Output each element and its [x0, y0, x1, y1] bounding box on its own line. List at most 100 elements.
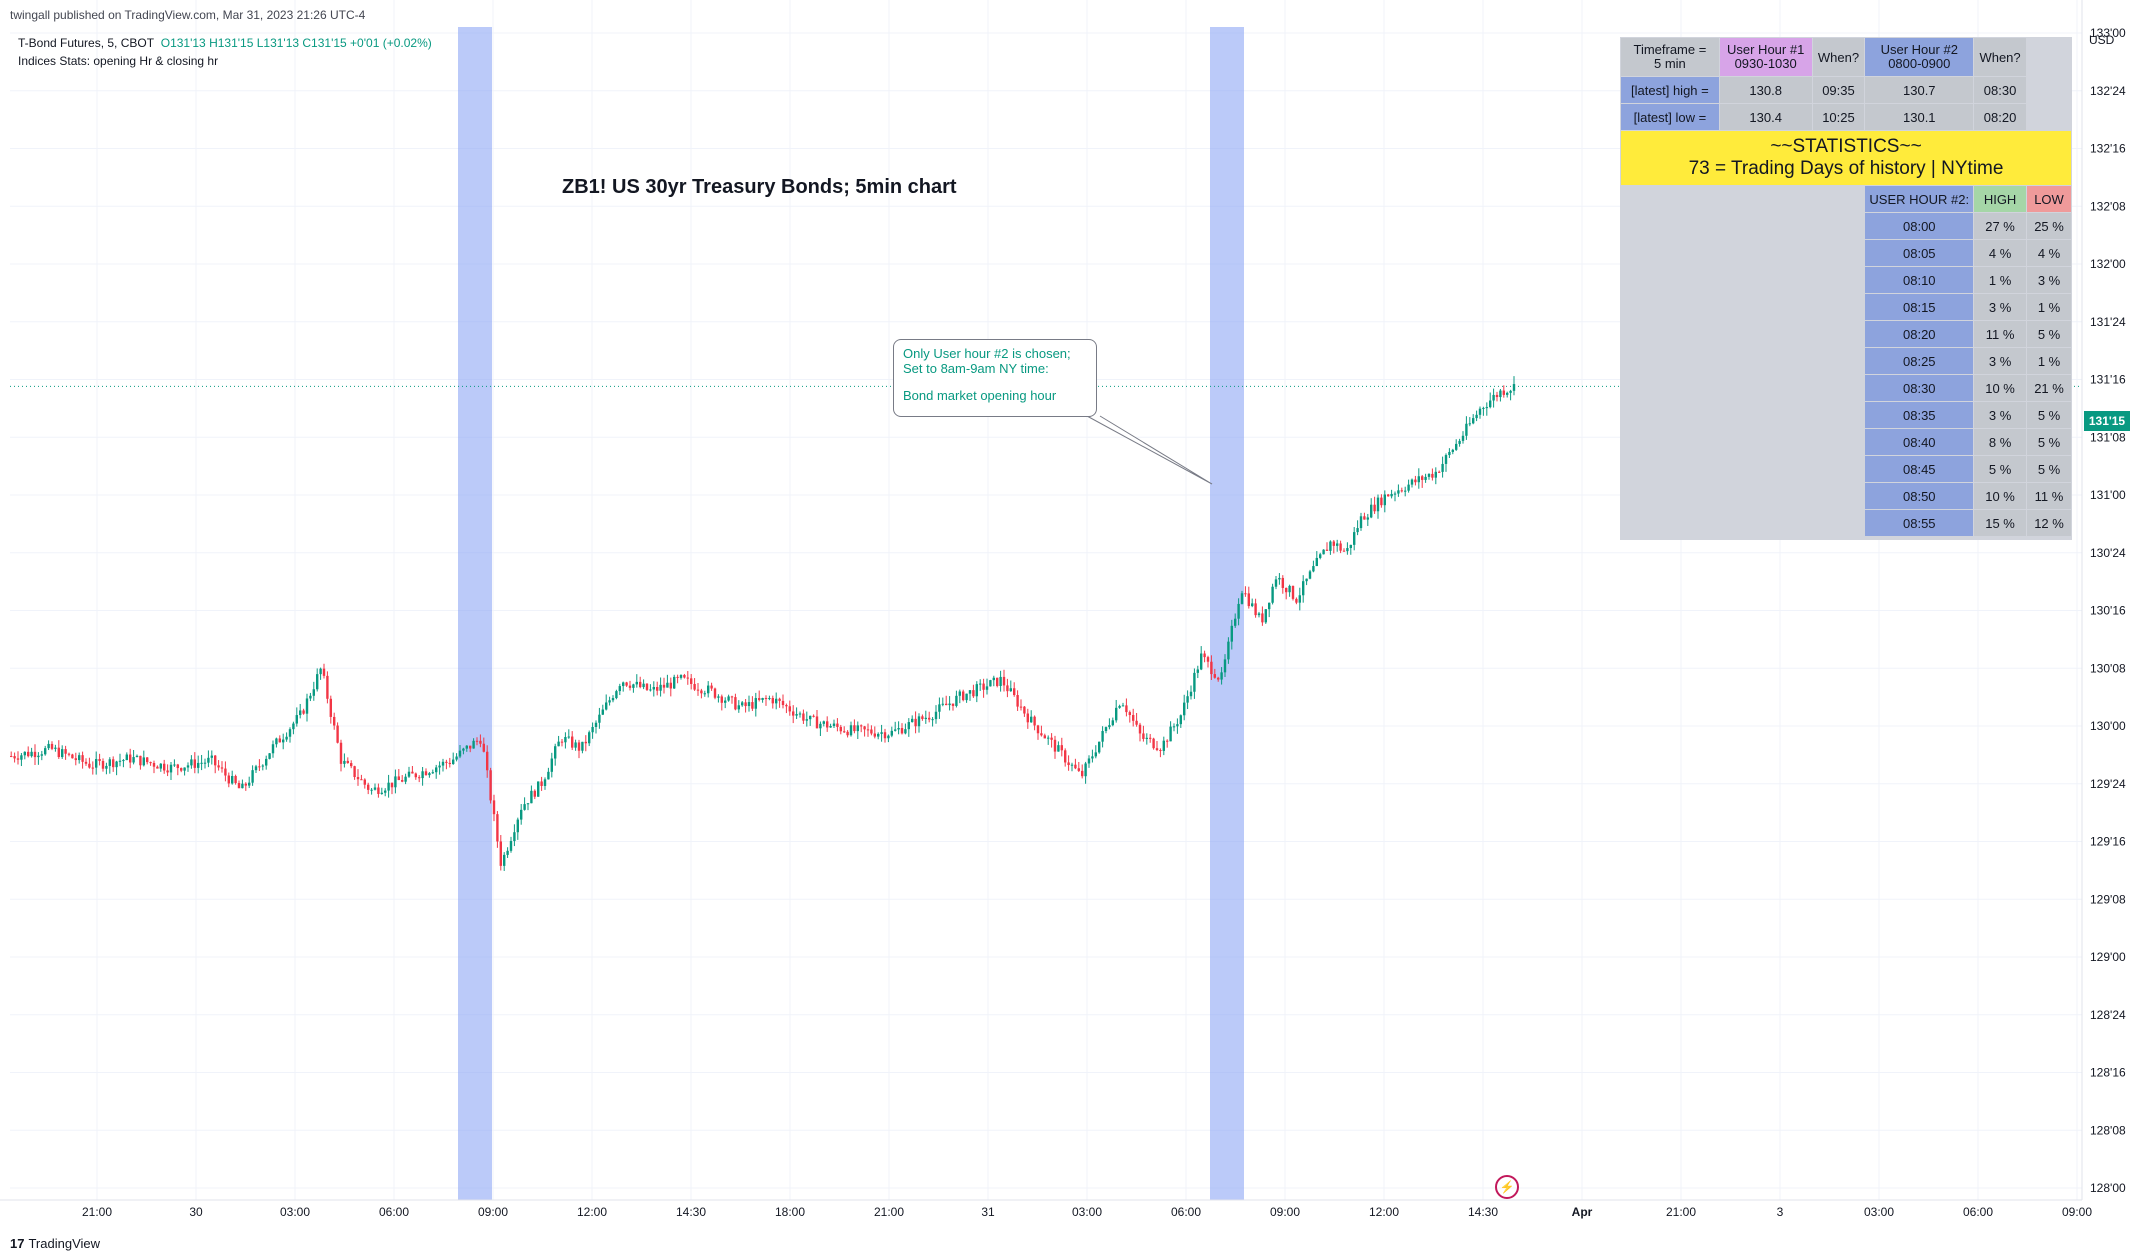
candle-body — [95, 758, 98, 768]
candle-body — [996, 677, 999, 686]
candle — [1091, 749, 1094, 763]
candle-body — [679, 675, 683, 678]
candle — [1104, 726, 1108, 734]
candle-body — [1312, 566, 1315, 572]
candle — [826, 716, 829, 732]
candle — [373, 783, 377, 791]
candle-body — [248, 782, 251, 786]
candle-body — [234, 776, 237, 784]
candle-body — [404, 776, 407, 782]
candle-body — [1074, 764, 1077, 769]
candle-body — [414, 773, 417, 778]
uh1-high-when: 09:35 — [1812, 77, 1865, 103]
price-axis[interactable]: 133'00 132'24 132'16 132'08 132'00 131'24 131'… — [2090, 26, 2126, 1195]
candle-body — [785, 705, 788, 707]
indicator-label[interactable]: Indices Stats: opening Hr & closing hr — [18, 54, 219, 68]
when-1-header: When? — [1812, 38, 1865, 76]
candle — [421, 767, 424, 786]
candle — [1322, 549, 1325, 555]
y-tick-label: 128'24 — [2090, 1008, 2126, 1022]
candle-body — [1461, 435, 1465, 441]
candle — [27, 746, 30, 758]
stats-row: 08:35 3 % 5 % — [1621, 402, 2071, 428]
candle-body — [883, 732, 887, 739]
candle — [1482, 406, 1485, 416]
candle — [190, 755, 193, 769]
candle-body — [1285, 587, 1288, 593]
candle — [516, 817, 519, 840]
candle-body — [1026, 713, 1029, 723]
candle-body — [203, 762, 207, 764]
candle — [275, 737, 278, 748]
candle — [1407, 479, 1410, 493]
candle-body — [928, 717, 931, 720]
candle-body — [999, 676, 1002, 686]
candle — [105, 762, 108, 775]
annotation-callout[interactable]: Only User hour #2 is chosen; Set to 8am-… — [893, 339, 1097, 417]
stats-table: Timeframe = 5 min User Hour #1 0930-1030… — [1620, 37, 2072, 540]
candle-body — [227, 775, 230, 784]
candle-body — [1322, 549, 1325, 555]
candle — [1152, 737, 1155, 750]
candle-body — [91, 767, 94, 769]
candle — [887, 734, 890, 743]
candle — [503, 852, 506, 871]
symbol-label[interactable]: T-Bond Futures, 5, CBOT — [18, 36, 155, 50]
candle-body — [809, 715, 812, 720]
candle-body — [747, 702, 751, 707]
candle — [1475, 410, 1478, 422]
candle — [1118, 704, 1121, 709]
stats-row-low: 11 % — [2027, 483, 2071, 509]
candle — [1506, 391, 1509, 398]
candle-body — [1210, 661, 1213, 675]
candle — [356, 769, 360, 786]
candle — [241, 779, 244, 789]
tradingview-logo[interactable]: 17 TradingView — [10, 1236, 100, 1251]
candle — [513, 824, 516, 847]
candle — [673, 674, 676, 689]
stats-row: 08:25 3 % 1 % — [1621, 348, 2071, 374]
candle-body — [44, 748, 47, 755]
candle — [1414, 475, 1417, 486]
stats-row-time: 08:25 — [1865, 348, 1974, 374]
y-tick-label: 131'16 — [2090, 373, 2126, 387]
candle — [853, 719, 856, 734]
candle-body — [305, 698, 309, 714]
stats-row-high: 8 % — [1974, 429, 2027, 455]
candle-body — [1346, 548, 1349, 552]
candle-body — [826, 721, 829, 728]
candle-body — [798, 713, 802, 715]
statistics-banner: ~~STATISTICS~~ 73 = Trading Days of hist… — [1621, 131, 2071, 185]
candle-body — [74, 758, 77, 761]
candle — [101, 758, 105, 772]
candle — [1074, 758, 1077, 770]
candle-body — [197, 762, 200, 768]
candle — [649, 684, 652, 692]
lightning-icon[interactable]: ⚡ — [1495, 1175, 1519, 1199]
candle — [1189, 685, 1193, 700]
candle — [1499, 388, 1502, 402]
candle-body — [350, 763, 353, 767]
candle — [234, 774, 237, 785]
candle-body — [115, 761, 118, 768]
highlight-band — [458, 27, 492, 1200]
candle — [764, 695, 768, 706]
candle-body — [523, 804, 526, 810]
candle-body — [700, 690, 703, 694]
candle-body — [1050, 737, 1053, 740]
candle-body — [1087, 758, 1091, 764]
uh1-low-when: 10:25 — [1812, 104, 1865, 130]
candle-body — [666, 682, 669, 688]
candle-body — [479, 740, 482, 744]
candle-body — [1441, 463, 1444, 472]
candle — [1404, 486, 1407, 497]
candle-body — [1291, 585, 1295, 599]
candle — [438, 761, 441, 775]
candle-body — [917, 716, 921, 727]
time-axis[interactable]: 21:00 30 03:00 06:00 09:00 12:00 14:30 18:00 21:… — [82, 1205, 2092, 1219]
candle — [95, 751, 98, 775]
candle-body — [370, 789, 373, 791]
candle — [343, 753, 346, 768]
candle — [1427, 473, 1431, 480]
